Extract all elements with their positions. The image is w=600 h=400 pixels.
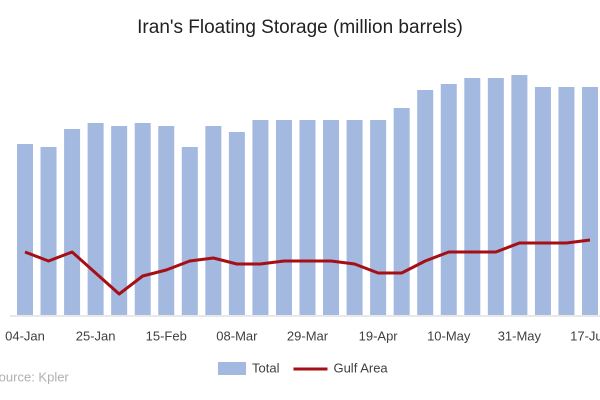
bar — [181, 147, 198, 315]
chart-title: Iran's Floating Storage (million barrels… — [137, 17, 463, 38]
legend-label: Total — [252, 360, 280, 375]
bar — [440, 84, 457, 315]
bar — [87, 123, 104, 315]
x-tick-label: 29-Mar — [287, 328, 329, 343]
line — [24, 238, 591, 296]
x-tick-label: 08-Mar — [216, 328, 258, 343]
bar — [558, 87, 575, 315]
bar — [464, 78, 481, 315]
legend-swatch — [218, 362, 246, 375]
bar — [228, 132, 245, 315]
bar — [417, 90, 434, 315]
x-tick-label: 19-Apr — [359, 328, 399, 343]
bar — [158, 126, 175, 315]
bar — [111, 126, 128, 315]
bar — [323, 120, 340, 315]
bar — [299, 120, 316, 315]
x-tick-label: 25-Jan — [76, 328, 116, 343]
bar — [16, 144, 34, 315]
bar — [64, 129, 81, 315]
bar — [487, 78, 504, 315]
x-tick-label: 17-Jun — [570, 328, 600, 343]
legend-label: Gulf Area — [333, 360, 388, 375]
bar — [275, 120, 292, 315]
bar — [534, 87, 551, 315]
bar — [370, 120, 387, 315]
bar — [134, 123, 151, 315]
bar — [393, 108, 410, 315]
bar — [511, 75, 528, 315]
source: Source: Kpler — [0, 369, 69, 384]
bar — [346, 120, 363, 315]
x-tick-label: 04-Jan — [5, 328, 45, 343]
bar — [40, 147, 57, 315]
x-tick-label: 10-May — [427, 328, 471, 343]
x-tick-label: 15-Feb — [146, 328, 187, 343]
bar — [205, 126, 222, 315]
bar — [581, 87, 599, 315]
x-tick-label: 31-May — [498, 328, 542, 343]
bar — [252, 120, 269, 315]
